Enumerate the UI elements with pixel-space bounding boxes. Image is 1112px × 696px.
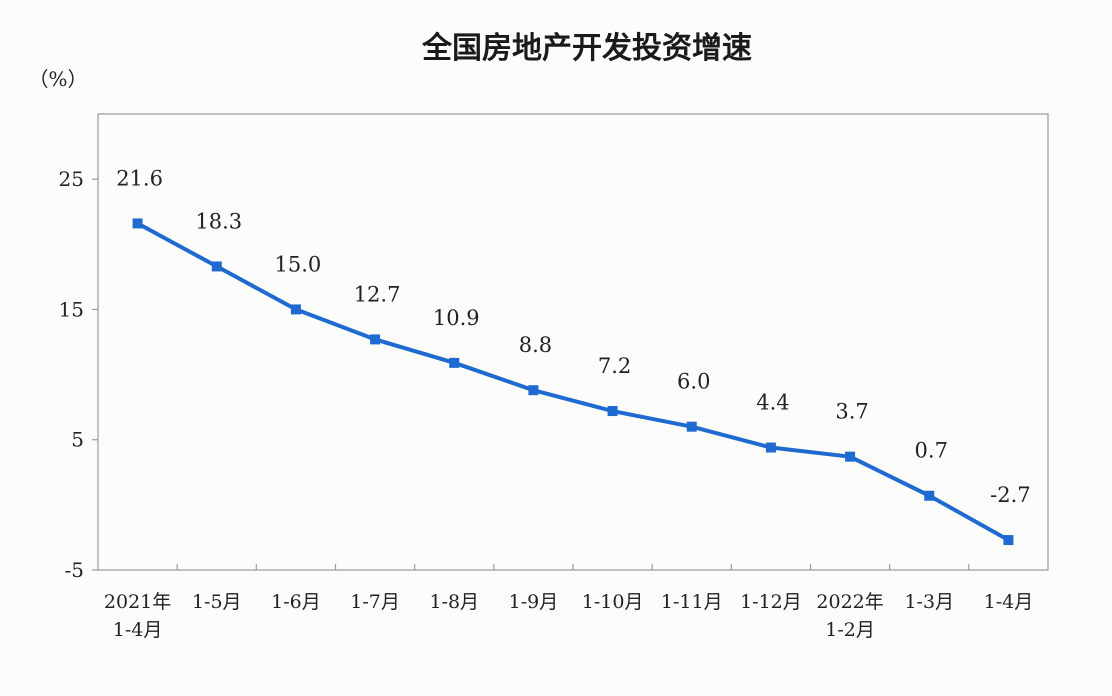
data-point-marker bbox=[765, 442, 776, 453]
data-point-marker bbox=[686, 421, 697, 432]
data-point-marker bbox=[924, 490, 935, 501]
data-value-label: 18.3 bbox=[195, 209, 242, 233]
x-tick-label: 1-5月 bbox=[192, 591, 242, 613]
data-point-marker bbox=[607, 406, 618, 417]
data-point-marker bbox=[1003, 535, 1014, 546]
plot-frame bbox=[97, 113, 1049, 571]
data-value-label: 12.7 bbox=[354, 282, 401, 306]
data-value-label: 21.6 bbox=[116, 166, 163, 190]
data-value-label: 0.7 bbox=[915, 439, 948, 463]
data-point-marker bbox=[370, 334, 381, 345]
x-tick-label: 2021年 bbox=[104, 591, 171, 613]
data-point-marker bbox=[449, 357, 460, 368]
y-axis-unit-label: （%） bbox=[28, 67, 87, 91]
data-value-label: 10.9 bbox=[433, 306, 480, 330]
x-tick-label: 1-8月 bbox=[429, 591, 479, 613]
x-tick-label: 1-9月 bbox=[509, 591, 559, 613]
data-value-label: 3.7 bbox=[835, 400, 868, 424]
data-point-marker bbox=[132, 218, 143, 229]
series-line-path bbox=[136, 221, 1010, 542]
axes: 25 15 5 -5 2021年 1-4月 1-5月 1-6月 1-7月 1-8月 1-9月 1-10… bbox=[59, 167, 1034, 641]
y-tick-label: 15 bbox=[59, 297, 84, 321]
data-value-label: 6.0 bbox=[677, 370, 710, 394]
x-tick-label: 1-4月 bbox=[984, 591, 1034, 613]
chart-title: 全国房地产开发投资增速 bbox=[421, 31, 752, 66]
x-tick-label: 1-4月 bbox=[113, 619, 163, 641]
data-value-label: 7.2 bbox=[598, 354, 631, 378]
data-value-label: 8.8 bbox=[519, 333, 552, 357]
x-tick-label: 1-7月 bbox=[350, 591, 400, 613]
y-tick-label: -5 bbox=[65, 558, 84, 582]
data-point-marker bbox=[211, 261, 222, 272]
series-line bbox=[132, 218, 1014, 546]
x-tick-label: 1-11月 bbox=[661, 591, 723, 613]
data-value-label: -2.7 bbox=[990, 483, 1031, 507]
x-tick-label: 1-3月 bbox=[904, 591, 954, 613]
x-tick-label: 1-10月 bbox=[582, 591, 644, 613]
data-labels: 21.6 18.3 15.0 12.7 10.9 8.8 7.2 6.0 4.4 3.7 0.7 -2… bbox=[116, 166, 1030, 507]
data-value-label: 15.0 bbox=[275, 252, 322, 276]
x-tick-label: 1-6月 bbox=[271, 591, 321, 613]
data-point-marker bbox=[845, 451, 856, 462]
y-tick-label: 5 bbox=[71, 428, 84, 452]
data-point-marker bbox=[528, 385, 539, 396]
y-tick-label: 25 bbox=[59, 167, 84, 191]
x-tick-label: 2022年 bbox=[816, 591, 883, 613]
data-value-label: 4.4 bbox=[756, 391, 789, 415]
x-tick-label: 1-12月 bbox=[740, 591, 802, 613]
x-tick-label: 1-2月 bbox=[825, 619, 875, 641]
data-point-marker bbox=[290, 304, 301, 315]
